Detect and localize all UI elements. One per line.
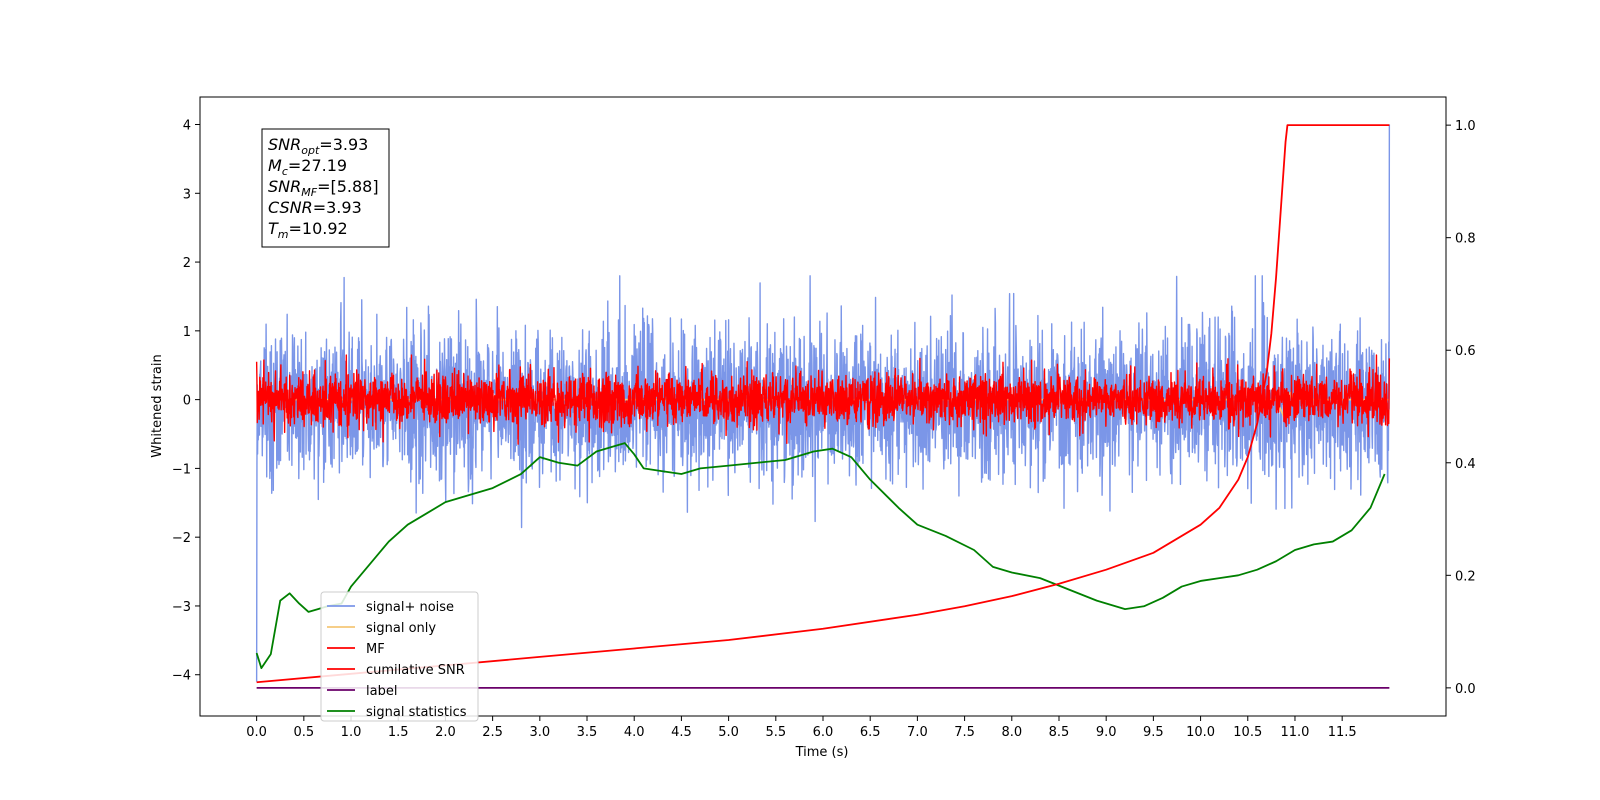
x-tick-label: 6.0 <box>813 725 834 740</box>
series-line-0 <box>255 124 1391 682</box>
annotation-line: CSNR=3.93 <box>268 198 362 217</box>
x-tick-label: 10.5 <box>1233 725 1262 740</box>
y-tick-label: 1 <box>183 325 191 340</box>
x-tick-label: 11.5 <box>1328 725 1357 740</box>
y2-tick-label: 0.6 <box>1455 344 1476 359</box>
annotation-line: SNRMF=[5.88] <box>268 177 379 199</box>
x-tick-label: 1.5 <box>388 725 409 740</box>
x-tick-label: 2.5 <box>482 725 503 740</box>
y2-tick-label: 0.2 <box>1455 569 1476 584</box>
x-tick-label: 6.5 <box>860 725 881 740</box>
x-tick-label: 3.0 <box>529 725 550 740</box>
axes-layer: 0.0 0.5 1.0 1.5 2.0 2.5 3.0 3.5 4.0 4.5 5.0 5.5 6.0 6… <box>172 119 1476 740</box>
x-tick-label: 7.0 <box>907 725 928 740</box>
x-tick-label: 9.5 <box>1143 725 1164 740</box>
annotation-line: Tm=10.92 <box>268 219 348 241</box>
x-tick-label: 4.0 <box>624 725 645 740</box>
annotation-line: Mc=27.19 <box>268 156 347 178</box>
y-axis-label: Whitened strain <box>150 354 165 457</box>
legend-frame <box>320 591 479 722</box>
y-tick-label: −2 <box>172 531 191 546</box>
y-tick-label: −4 <box>172 669 191 684</box>
y-tick-label: 4 <box>183 119 191 134</box>
annotation-line: SNRopt=3.93 <box>268 135 368 157</box>
x-tick-label: 11.0 <box>1280 725 1309 740</box>
x-tick-label: 8.0 <box>1001 725 1022 740</box>
x-tick-label: 5.0 <box>718 725 739 740</box>
y-tick-label: 3 <box>183 187 191 202</box>
x-tick-label: 7.5 <box>954 725 975 740</box>
series-layer <box>255 124 1391 689</box>
legend-label: cumilative SNR <box>366 663 465 678</box>
legend-label: signal only <box>366 621 436 636</box>
y-tick-label: 2 <box>183 256 191 271</box>
y2-tick-label: 1.0 <box>1455 119 1476 134</box>
legend-label: label <box>366 684 397 699</box>
y2-tick-label: 0.8 <box>1455 232 1476 247</box>
annotation-frame <box>261 128 390 248</box>
legend-entries: signal+ noise signal only MF cumilative SNR… <box>327 600 467 720</box>
y2-tick-label: 0.0 <box>1455 682 1476 697</box>
x-tick-label: 4.5 <box>671 725 692 740</box>
series-line-3 <box>256 124 1390 684</box>
x-tick-label: 0.5 <box>293 725 314 740</box>
x-tick-label: 8.5 <box>1049 725 1070 740</box>
series-line-5 <box>255 442 1386 670</box>
x-tick-label: 10.0 <box>1186 725 1215 740</box>
annotation-lines: SNRopt=3.93Mc=27.19SNRMF=[5.88]CSNR=3.93… <box>268 135 379 241</box>
x-tick-label: 1.0 <box>341 725 362 740</box>
x-axis-label: Time (s) <box>795 745 849 760</box>
x-tick-label: 9.0 <box>1096 725 1117 740</box>
legend-label: signal+ noise <box>366 600 454 615</box>
legend-label: signal statistics <box>366 705 467 720</box>
x-tick-label: 2.0 <box>435 725 456 740</box>
legend-label: MF <box>366 642 385 657</box>
annotation-box: SNRopt=3.93Mc=27.19SNRMF=[5.88]CSNR=3.93… <box>261 128 390 248</box>
x-tick-label: 0.0 <box>246 725 267 740</box>
y-tick-label: −1 <box>172 462 191 477</box>
x-tick-label: 3.5 <box>577 725 598 740</box>
y-tick-label: −3 <box>172 600 191 615</box>
y-tick-label: 0 <box>183 394 191 409</box>
legend: signal+ noise signal only MF cumilative SNR… <box>320 591 479 722</box>
y2-tick-label: 0.4 <box>1455 457 1476 472</box>
series-line-2 <box>255 354 1391 445</box>
x-tick-label: 5.5 <box>765 725 786 740</box>
